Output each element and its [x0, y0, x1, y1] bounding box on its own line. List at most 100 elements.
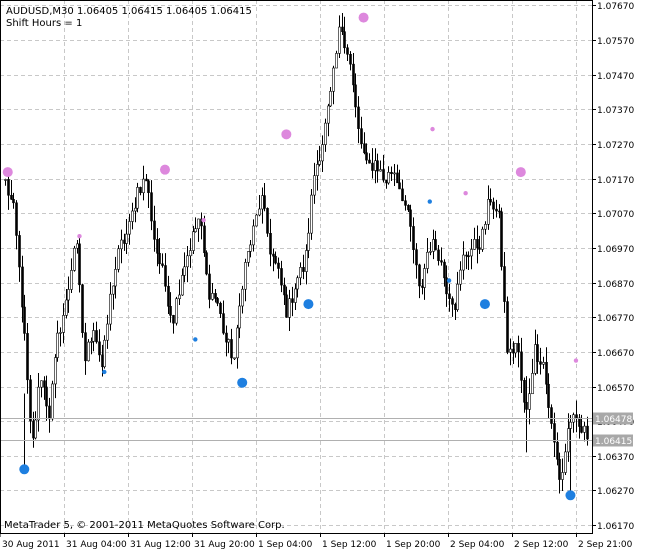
- candle-body: [409, 209, 412, 227]
- candle-body: [553, 423, 556, 443]
- candle-body: [134, 207, 137, 212]
- price-tick-label: 1.06770: [597, 314, 634, 324]
- candle-body: [500, 211, 503, 267]
- candle-body: [296, 277, 299, 290]
- candle-body: [418, 264, 421, 287]
- candle-body: [307, 232, 310, 251]
- candle-body: [437, 249, 440, 261]
- candle-body: [43, 380, 46, 388]
- candle-body: [120, 239, 123, 250]
- candle-body: [305, 250, 308, 272]
- candle-body: [382, 169, 385, 181]
- price-tick-label: 1.07470: [597, 72, 634, 82]
- candle-body: [189, 250, 192, 257]
- candle-body: [586, 425, 589, 440]
- candle-body: [329, 91, 332, 107]
- candle-body: [186, 255, 189, 268]
- candle-body: [506, 301, 509, 353]
- price-tag: [593, 434, 633, 447]
- fractal-top-marker: [573, 358, 579, 363]
- symbol-info: AUDUSD,M30 1.06405 1.06415 1.06405 1.064…: [6, 6, 252, 17]
- candle-body: [34, 419, 37, 439]
- candle-body: [310, 194, 313, 234]
- candle-body: [236, 327, 239, 359]
- time-tick-label: 2 Sep 21:00: [578, 540, 633, 550]
- candle-body: [520, 351, 523, 381]
- candle-body: [84, 332, 87, 362]
- candle-body: [291, 298, 294, 303]
- candle-body: [398, 182, 401, 190]
- candle-body: [448, 293, 451, 299]
- fractal-bottom-marker: [19, 464, 30, 475]
- fractal-bottom-marker: [102, 369, 107, 375]
- price-axis: 1.07670 1.07570 1.07470 1.07370 1.07270 1.071…: [592, 2, 634, 532]
- candle-body: [87, 341, 90, 362]
- fractal-top-marker: [281, 129, 292, 140]
- fractal-top-marker: [358, 12, 369, 23]
- price-tick-label: 1.07170: [597, 176, 634, 186]
- candle-body: [426, 251, 429, 269]
- candle-body: [241, 288, 244, 307]
- candle-body: [62, 315, 65, 333]
- candle-body: [478, 247, 481, 250]
- candle-body: [288, 298, 291, 318]
- candle-body: [429, 251, 432, 253]
- candle-body: [476, 239, 479, 249]
- candle-body: [67, 289, 70, 301]
- candle-body: [393, 172, 396, 175]
- candle-body: [167, 285, 170, 307]
- candle-body: [10, 194, 13, 200]
- candle-body: [205, 252, 208, 275]
- candle-body: [363, 143, 366, 154]
- candle-body: [495, 208, 498, 212]
- candle-body: [214, 293, 217, 299]
- candle-body: [324, 122, 327, 145]
- time-axis: 30 Aug 2011 31 Aug 04:00 31 Aug 12:00 31 Au…: [0, 533, 633, 550]
- chart-frame: [0, 0, 593, 534]
- price-tick-label: 1.06870: [597, 280, 634, 290]
- candle-body: [509, 348, 512, 353]
- candle-body: [12, 199, 15, 204]
- candle-body: [258, 208, 261, 216]
- candle-body: [238, 305, 241, 329]
- candle-body: [332, 67, 335, 92]
- candle-body: [225, 332, 228, 343]
- candle-body: [492, 201, 495, 210]
- candle-body: [564, 451, 567, 473]
- candle-body: [550, 407, 553, 424]
- candle-body: [274, 255, 277, 264]
- candle-body: [15, 202, 18, 236]
- candle-body: [575, 414, 578, 419]
- candle-body: [161, 263, 164, 266]
- time-tick-label: 2 Sep 04:00: [450, 540, 505, 550]
- candle-body: [114, 269, 117, 287]
- candle-body: [467, 255, 470, 258]
- fractal-bottom-marker: [565, 490, 576, 501]
- candle-body: [175, 298, 178, 324]
- candle-body: [172, 315, 175, 324]
- price-tag: [593, 412, 633, 425]
- candle-body: [415, 249, 418, 266]
- candle-body: [90, 341, 93, 343]
- candle-body: [487, 199, 490, 225]
- candle-body: [536, 344, 539, 362]
- price-tick-label: 1.06670: [597, 349, 634, 359]
- candle-body: [147, 180, 150, 193]
- candle-body: [208, 273, 211, 300]
- fractal-bottom-marker: [427, 199, 432, 204]
- candle-body: [48, 405, 51, 420]
- candle-body: [211, 293, 214, 300]
- candle-body: [561, 472, 564, 480]
- candle-body: [580, 426, 583, 433]
- candle-body: [181, 275, 184, 296]
- candle-body: [51, 383, 54, 420]
- price-tick-label: 1.06270: [597, 487, 634, 497]
- candle-body: [98, 341, 101, 356]
- price-tick-label: 1.06370: [597, 453, 634, 463]
- candle-body: [558, 458, 561, 480]
- time-tick-label: 1 Sep 04:00: [258, 540, 313, 550]
- candle-body: [263, 195, 266, 209]
- candle-body: [244, 262, 247, 290]
